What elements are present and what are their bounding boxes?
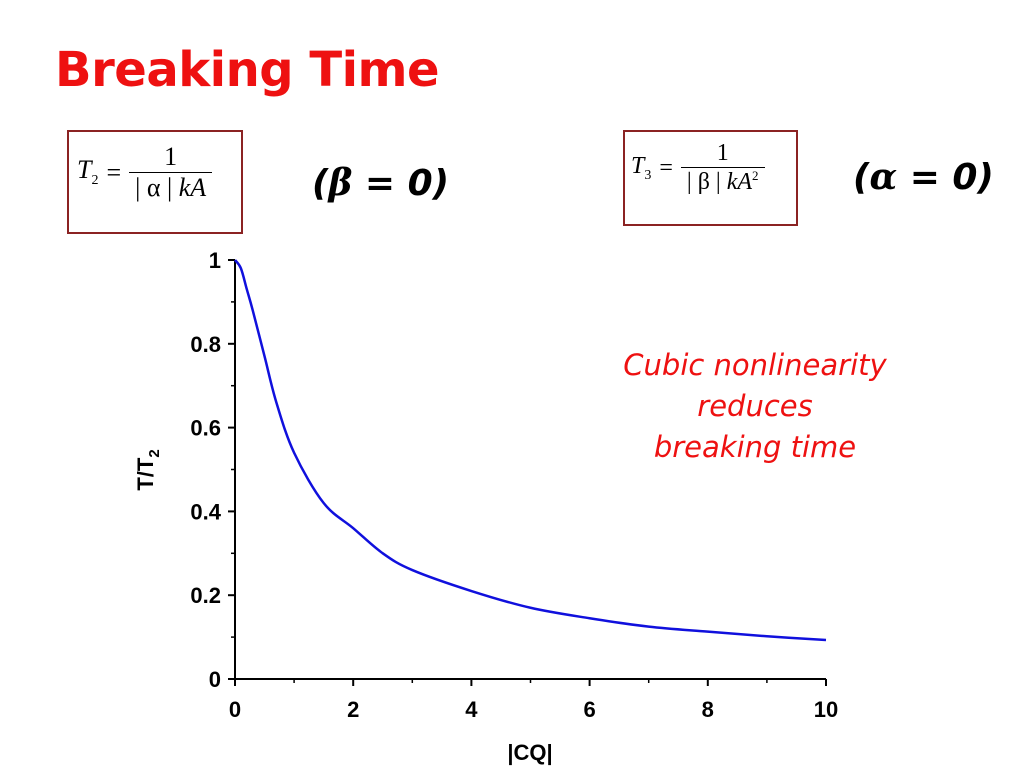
x-tick-label: 8 xyxy=(702,697,714,722)
chart-ticks: 0 2 4 6 8 10 0 0.2 0.4 0.6 0.8 1 xyxy=(190,248,838,722)
condition-beta-zero: (β = 0) xyxy=(312,162,450,204)
formula-box-t3: T3 = 1 | β | kA2 xyxy=(623,130,798,226)
x-tick-label: 0 xyxy=(229,697,241,722)
formula-t3: T3 = 1 | β | kA2 xyxy=(631,140,765,196)
y-tick-label: 0.2 xyxy=(190,583,221,608)
chart-axes xyxy=(234,260,826,680)
formula-box-t2: T2 = 1 | α | kA xyxy=(67,130,243,234)
y-tick-label: 0.8 xyxy=(190,332,221,357)
formula-denominator: | β | kA2 xyxy=(686,168,759,195)
y-tick-label: 0.4 xyxy=(190,499,221,524)
x-axis-label: |CQ| xyxy=(507,740,552,765)
formula-equals: = xyxy=(106,157,122,187)
formula-fraction: 1 | α | kA xyxy=(129,142,213,203)
y-tick-label: 0.6 xyxy=(190,416,221,441)
formula-numerator: 1 xyxy=(164,142,178,171)
annotation-line-2: reduces xyxy=(697,389,813,423)
formula-equals: = xyxy=(659,154,673,181)
chart-series xyxy=(233,259,827,642)
y-axis-label: T/T2 xyxy=(133,449,163,490)
x-tick-label: 4 xyxy=(465,697,478,722)
formula-lhs: T3 xyxy=(631,152,652,183)
y-tick-label: 0 xyxy=(209,667,221,692)
formula-t2: T2 = 1 | α | kA xyxy=(77,142,213,203)
x-tick-label: 6 xyxy=(583,697,595,722)
series-line xyxy=(233,259,827,642)
formula-denominator: | α | kA xyxy=(135,173,207,202)
fraction-bar xyxy=(680,167,765,168)
annotation-line-3: breaking time xyxy=(653,430,857,464)
formula-lhs: T2 xyxy=(77,155,99,189)
y-tick-label: 1 xyxy=(209,248,221,273)
x-tick-label: 2 xyxy=(347,697,359,722)
formula-numerator: 1 xyxy=(716,140,729,166)
condition-alpha-zero: (α = 0) xyxy=(853,156,994,198)
annotation-line-1: Cubic nonlinearity xyxy=(623,348,887,382)
x-tick-label: 10 xyxy=(814,697,838,722)
fraction-bar xyxy=(129,172,213,173)
page-title: Breaking Time xyxy=(55,42,440,98)
formula-fraction: 1 | β | kA2 xyxy=(680,140,765,196)
annotation-text: Cubic nonlinearity reduces breaking time xyxy=(590,345,920,468)
